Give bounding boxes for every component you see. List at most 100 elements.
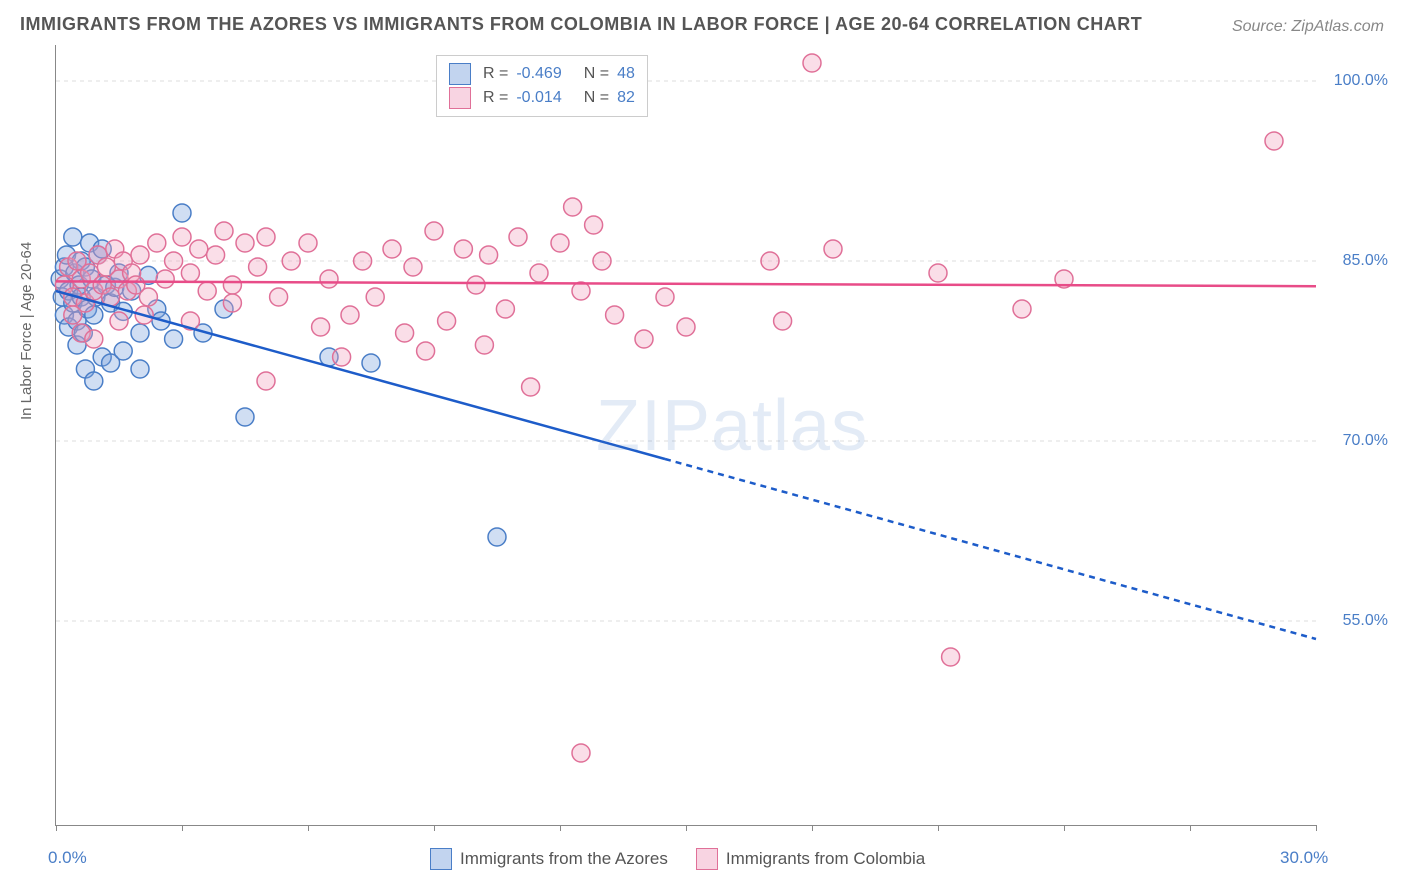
data-point-colombia	[366, 288, 384, 306]
data-point-azores	[131, 324, 149, 342]
x-tick-mark	[56, 825, 57, 831]
swatch-pink-icon	[449, 87, 471, 109]
x-tick-mark	[1064, 825, 1065, 831]
legend-item-azores: Immigrants from the Azores	[430, 848, 668, 870]
data-point-azores	[131, 360, 149, 378]
data-point-colombia	[257, 372, 275, 390]
data-point-colombia	[299, 234, 317, 252]
data-point-colombia	[929, 264, 947, 282]
n-label: N =	[584, 86, 609, 110]
data-point-azores	[165, 330, 183, 348]
data-point-colombia	[320, 270, 338, 288]
r-value: -0.469	[516, 62, 561, 86]
data-point-colombia	[480, 246, 498, 264]
data-point-colombia	[635, 330, 653, 348]
data-point-azores	[173, 204, 191, 222]
data-point-colombia	[572, 744, 590, 762]
swatch-blue-icon	[430, 848, 452, 870]
data-point-azores	[114, 342, 132, 360]
data-point-colombia	[223, 294, 241, 312]
x-axis-min-label: 0.0%	[48, 848, 87, 868]
data-point-colombia	[383, 240, 401, 258]
data-point-colombia	[585, 216, 603, 234]
y-tick-label: 100.0%	[1324, 72, 1388, 90]
data-point-colombia	[282, 252, 300, 270]
data-point-azores	[64, 228, 82, 246]
data-point-colombia	[341, 306, 359, 324]
data-point-colombia	[257, 228, 275, 246]
chart-title: IMMIGRANTS FROM THE AZORES VS IMMIGRANTS…	[20, 14, 1142, 35]
data-point-colombia	[249, 258, 267, 276]
data-point-colombia	[425, 222, 443, 240]
r-value: -0.014	[516, 86, 561, 110]
y-tick-label: 55.0%	[1324, 612, 1388, 630]
data-point-colombia	[774, 312, 792, 330]
data-point-colombia	[64, 306, 82, 324]
x-tick-mark	[434, 825, 435, 831]
data-point-colombia	[173, 228, 191, 246]
data-point-colombia	[236, 234, 254, 252]
data-point-colombia	[1265, 132, 1283, 150]
data-point-azores	[362, 354, 380, 372]
chart-plot-area: ZIPatlas R = -0.469 N = 48 R = -0.014 N …	[55, 45, 1316, 826]
data-point-colombia	[110, 312, 128, 330]
data-point-colombia	[677, 318, 695, 336]
legend-item-colombia: Immigrants from Colombia	[696, 848, 925, 870]
data-point-colombia	[564, 198, 582, 216]
scatter-points-group	[51, 54, 1283, 762]
swatch-pink-icon	[696, 848, 718, 870]
data-point-colombia	[530, 264, 548, 282]
correlation-stats-legend: R = -0.469 N = 48 R = -0.014 N = 82	[436, 55, 648, 117]
data-point-colombia	[761, 252, 779, 270]
x-tick-mark	[308, 825, 309, 831]
n-value: 48	[617, 62, 635, 86]
data-point-colombia	[156, 270, 174, 288]
r-label: R =	[483, 86, 508, 110]
data-point-colombia	[354, 252, 372, 270]
data-point-colombia	[85, 330, 103, 348]
data-point-colombia	[824, 240, 842, 258]
data-point-colombia	[148, 234, 166, 252]
legend-label: Immigrants from Colombia	[726, 849, 925, 869]
data-point-colombia	[131, 246, 149, 264]
data-point-colombia	[803, 54, 821, 72]
data-point-colombia	[606, 306, 624, 324]
legend-row-colombia: R = -0.014 N = 82	[449, 86, 635, 110]
data-point-colombia	[333, 348, 351, 366]
data-point-colombia	[165, 252, 183, 270]
x-axis-max-label: 30.0%	[1280, 848, 1328, 868]
data-point-colombia	[942, 648, 960, 666]
x-tick-mark	[560, 825, 561, 831]
x-tick-mark	[686, 825, 687, 831]
data-point-colombia	[417, 342, 435, 360]
data-point-colombia	[207, 246, 225, 264]
data-point-colombia	[522, 378, 540, 396]
chart-svg	[56, 45, 1316, 825]
data-point-colombia	[551, 234, 569, 252]
data-point-colombia	[593, 252, 611, 270]
data-point-colombia	[509, 228, 527, 246]
series-legend: Immigrants from the Azores Immigrants fr…	[430, 848, 925, 870]
data-point-colombia	[475, 336, 493, 354]
data-point-colombia	[467, 276, 485, 294]
data-point-colombia	[496, 300, 514, 318]
data-point-azores	[488, 528, 506, 546]
y-tick-label: 85.0%	[1324, 252, 1388, 270]
data-point-colombia	[181, 264, 199, 282]
n-value: 82	[617, 86, 635, 110]
legend-label: Immigrants from the Azores	[460, 849, 668, 869]
n-label: N =	[584, 62, 609, 86]
data-point-colombia	[1013, 300, 1031, 318]
data-point-colombia	[572, 282, 590, 300]
data-point-azores	[236, 408, 254, 426]
data-point-colombia	[215, 222, 233, 240]
swatch-blue-icon	[449, 63, 471, 85]
data-point-colombia	[396, 324, 414, 342]
y-tick-label: 70.0%	[1324, 432, 1388, 450]
gridlines-group	[56, 81, 1316, 621]
x-tick-mark	[1316, 825, 1317, 831]
data-point-colombia	[438, 312, 456, 330]
data-point-colombia	[312, 318, 330, 336]
x-tick-mark	[182, 825, 183, 831]
data-point-colombia	[198, 282, 216, 300]
